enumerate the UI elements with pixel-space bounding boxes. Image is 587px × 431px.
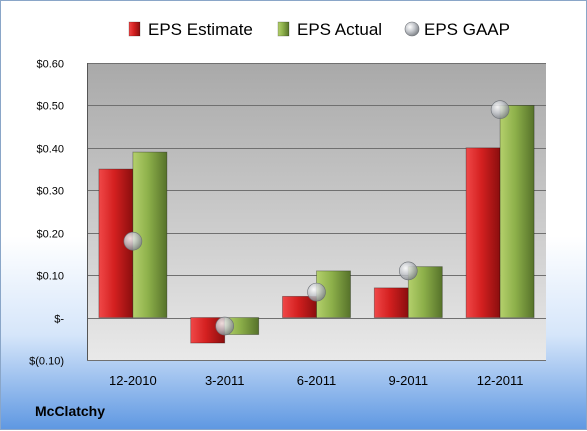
eps-gaap-marker — [215, 316, 234, 336]
axes: $0.60 $0.50 $0.40 $0.30 $0.20 $0.10 $- $(0.10) 1… — [29, 59, 523, 389]
gaap-markers — [123, 100, 510, 336]
y-tick-label: $0.30 — [36, 186, 64, 198]
company-label: McClatchy — [35, 403, 106, 419]
eps-estimate-bar — [373, 287, 409, 318]
eps-actual-bar — [499, 105, 535, 318]
y-tick-label: $(0.10) — [29, 356, 64, 368]
y-tick-label: $0.20 — [36, 229, 64, 241]
eps-gaap-marker — [398, 261, 418, 281]
x-tick-label: 3-2011 — [205, 373, 245, 388]
legend-swatch — [128, 21, 141, 37]
y-tick-label: $0.60 — [36, 59, 64, 71]
y-tick-label: $0.40 — [36, 144, 64, 156]
eps-estimate-bar — [465, 147, 501, 318]
x-tick-label: 12-2010 — [109, 373, 157, 388]
legend-label: EPS Estimate — [148, 20, 253, 39]
legend-swatch — [277, 21, 290, 37]
y-tick-label: $0.10 — [36, 271, 64, 283]
legend-swatch — [404, 21, 420, 37]
legend-label: EPS Actual — [297, 20, 382, 39]
legend: EPS Estimate EPS Actual EPS GAAP — [128, 20, 510, 39]
y-tick-label: $0.50 — [36, 101, 64, 113]
y-tick-label: $- — [54, 314, 64, 326]
eps-gaap-marker — [123, 231, 143, 251]
legend-label: EPS GAAP — [424, 20, 510, 39]
eps-gaap-marker — [490, 100, 510, 119]
x-tick-label: 9-2011 — [389, 373, 429, 388]
eps-gaap-marker — [307, 282, 326, 302]
x-tick-label: 6-2011 — [297, 373, 337, 388]
x-tick-label: 12-2011 — [477, 373, 524, 388]
